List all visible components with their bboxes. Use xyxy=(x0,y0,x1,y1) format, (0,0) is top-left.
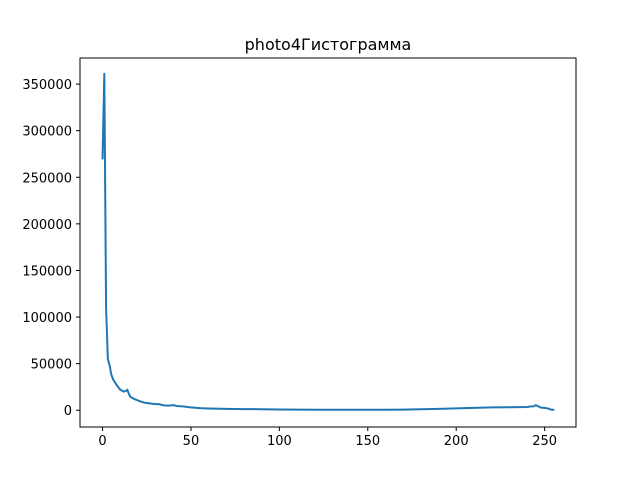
y-axis: 0 50000 100000 150000 200000 250000 300000 3500… xyxy=(22,78,80,419)
histogram-line xyxy=(101,72,555,411)
y-tick-label: 350000 xyxy=(22,78,72,93)
x-tick-label: 150 xyxy=(355,434,380,449)
y-tick-label: 100000 xyxy=(22,311,72,326)
y-tick-label: 150000 xyxy=(22,264,72,279)
x-tick-label: 100 xyxy=(267,434,292,449)
x-axis: 0 50 100 150 200 250 xyxy=(98,427,557,449)
x-tick-label: 50 xyxy=(183,434,200,449)
y-tick-label: 50000 xyxy=(31,358,72,373)
x-tick-label: 250 xyxy=(532,434,557,449)
chart-title: photo4Гистограмма xyxy=(245,35,412,54)
y-tick-label: 0 xyxy=(64,404,72,419)
y-tick-label: 200000 xyxy=(22,218,72,233)
x-tick-label: 0 xyxy=(98,434,106,449)
y-tick-label: 300000 xyxy=(22,125,72,140)
plot-frame xyxy=(79,57,577,428)
y-tick-label: 250000 xyxy=(22,171,72,186)
x-tick-label: 200 xyxy=(444,434,469,449)
